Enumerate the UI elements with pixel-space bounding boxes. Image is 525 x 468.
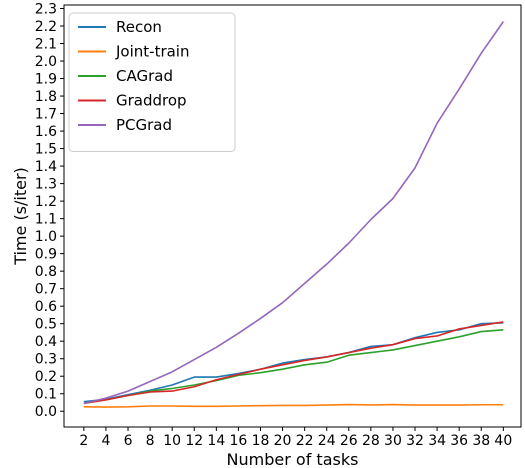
legend-label-2: CAGrad [116, 67, 173, 85]
y-tick-label: 1.9 [35, 72, 57, 88]
x-tick-label: 32 [406, 433, 424, 449]
series-line-0 [83, 322, 504, 403]
y-tick-label: 1.3 [35, 177, 57, 193]
x-tick-label: 20 [274, 433, 292, 449]
y-tick-label: 2.1 [35, 37, 57, 53]
y-tick-label: 0.5 [35, 317, 57, 333]
series-layer [83, 21, 504, 408]
y-tick-label: 2.2 [35, 19, 57, 35]
y-tick-label: 2.0 [35, 54, 57, 70]
x-tick-label: 30 [384, 433, 402, 449]
x-tick-label: 34 [428, 433, 446, 449]
y-tick-label: 1.4 [35, 159, 57, 175]
axes-layer: 0.00.10.20.30.40.50.60.70.80.91.01.11.21… [35, 2, 522, 449]
y-tick-label: 1.0 [35, 229, 57, 245]
axes-frame [63, 4, 522, 428]
x-tick-label: 18 [252, 433, 270, 449]
y-tick-label: 1.6 [35, 124, 57, 140]
x-tick-label: 28 [362, 433, 380, 449]
y-tick-label: 0.4 [35, 334, 57, 350]
y-tick-label: 0.7 [35, 282, 57, 298]
series-line-2 [83, 329, 504, 405]
legend-label-1: Joint-train [115, 43, 189, 61]
legend: Recon Joint-train CAGrad Graddrop PCGrad [68, 12, 236, 152]
y-tick-label: 1.7 [35, 107, 57, 123]
x-tick-label: 22 [296, 433, 314, 449]
legend-label-0: Recon [116, 18, 162, 36]
x-tick-label: 12 [185, 433, 203, 449]
x-tick-label: 36 [450, 433, 468, 449]
legend-box [68, 12, 236, 152]
x-tick-label: 16 [229, 433, 247, 449]
y-tick-label: 0.8 [35, 264, 57, 280]
x-axis-label: Number of tasks [227, 450, 359, 468]
series-line-4 [83, 21, 504, 405]
y-tick-label: 0.3 [35, 352, 57, 368]
legend-label-3: Graddrop [116, 92, 187, 110]
y-tick-label: 1.5 [35, 142, 57, 158]
x-tick-label: 2 [79, 433, 88, 449]
y-tick-label: 1.2 [35, 194, 57, 210]
x-tick-label: 6 [124, 433, 133, 449]
x-tick-label: 8 [146, 433, 155, 449]
x-tick-label: 10 [163, 433, 181, 449]
series-line-1 [83, 403, 504, 408]
legend-label-4: PCGrad [116, 116, 172, 134]
x-tick-label: 24 [318, 433, 336, 449]
y-tick-label: 0.0 [35, 404, 57, 420]
y-tick-label: 2.3 [35, 2, 57, 18]
x-tick-label: 14 [207, 433, 225, 449]
x-tick-label: 38 [472, 433, 490, 449]
y-tick-label: 0.1 [35, 387, 57, 403]
y-axis-label: Time (s/iter) [11, 167, 30, 266]
y-tick-label: 1.8 [35, 89, 57, 105]
series-line-3 [83, 321, 504, 405]
y-tick-label: 0.6 [35, 299, 57, 315]
x-tick-label: 26 [340, 433, 358, 449]
y-tick-label: 0.2 [35, 369, 57, 385]
x-tick-label: 40 [494, 433, 512, 449]
y-tick-label: 1.1 [35, 212, 57, 228]
y-tick-label: 0.9 [35, 247, 57, 263]
x-tick-label: 4 [101, 433, 110, 449]
